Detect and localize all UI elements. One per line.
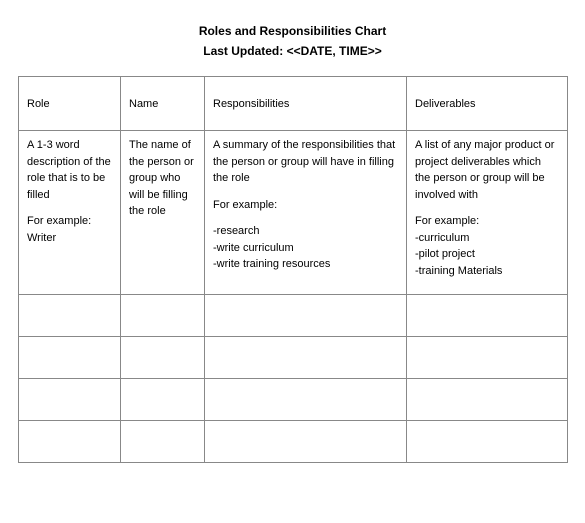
empty-cell <box>407 337 568 379</box>
empty-cell <box>205 295 407 337</box>
resp-bullet: -write training resources <box>213 256 398 273</box>
cell-role: A 1-3 word description of the role that … <box>19 131 121 295</box>
empty-cell <box>121 295 205 337</box>
resp-desc: A summary of the responsibilities that t… <box>213 137 398 187</box>
name-desc: The name of the person or group who will… <box>129 137 196 220</box>
col-name: Name <box>121 77 205 131</box>
empty-cell <box>205 337 407 379</box>
empty-cell <box>19 421 121 463</box>
role-example-label: For example: <box>27 213 112 230</box>
table-header-row: Role Name Responsibilities Deliverables <box>19 77 568 131</box>
cell-deliverables: A list of any major product or project d… <box>407 131 568 295</box>
deliv-bullet: -training Materials <box>415 263 559 280</box>
empty-cell <box>121 379 205 421</box>
page-title: Roles and Responsibilities Chart <box>0 24 585 38</box>
table-row: A 1-3 word description of the role that … <box>19 131 568 295</box>
empty-cell <box>407 379 568 421</box>
empty-cell <box>121 337 205 379</box>
resp-example-label: For example: <box>213 197 398 214</box>
table-row <box>19 295 568 337</box>
deliv-example-label: For example: <box>415 213 559 230</box>
resp-bullet: -write curriculum <box>213 240 398 257</box>
resp-bullet: -research <box>213 223 398 240</box>
empty-cell <box>205 379 407 421</box>
table-row <box>19 337 568 379</box>
deliv-bullet: -curriculum <box>415 230 559 247</box>
document-header: Roles and Responsibilities Chart Last Up… <box>0 0 585 68</box>
cell-name: The name of the person or group who will… <box>121 131 205 295</box>
deliv-bullet: -pilot project <box>415 246 559 263</box>
roles-table: Role Name Responsibilities Deliverables … <box>18 76 568 463</box>
empty-cell <box>121 421 205 463</box>
empty-cell <box>19 295 121 337</box>
col-deliverables: Deliverables <box>407 77 568 131</box>
col-role: Role <box>19 77 121 131</box>
empty-cell <box>205 421 407 463</box>
deliv-desc: A list of any major product or project d… <box>415 137 559 203</box>
empty-cell <box>407 295 568 337</box>
table-row <box>19 421 568 463</box>
col-responsibilities: Responsibilities <box>205 77 407 131</box>
last-updated: Last Updated: <<DATE, TIME>> <box>0 44 585 58</box>
cell-responsibilities: A summary of the responsibilities that t… <box>205 131 407 295</box>
role-example-value: Writer <box>27 230 112 247</box>
empty-cell <box>19 337 121 379</box>
empty-cell <box>407 421 568 463</box>
empty-cell <box>19 379 121 421</box>
table-row <box>19 379 568 421</box>
role-desc: A 1-3 word description of the role that … <box>27 137 112 203</box>
